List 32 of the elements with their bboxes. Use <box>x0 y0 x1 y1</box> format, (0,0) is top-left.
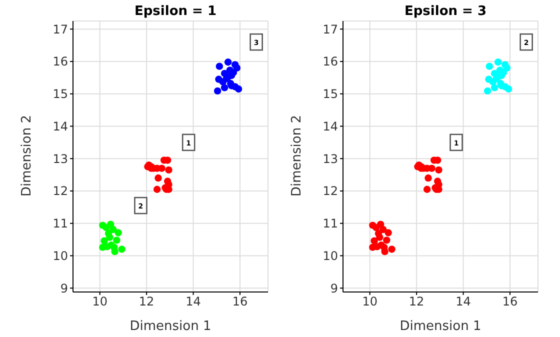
y-tick-label: 12 <box>322 184 338 198</box>
y-tick-label: 12 <box>52 184 68 198</box>
chart-title: Epsilon = 1 <box>133 4 218 20</box>
y-tick-label: 16 <box>52 54 68 69</box>
y-tick-label: 9 <box>60 281 68 296</box>
x-tick-label: 10 <box>362 294 378 309</box>
y-axis-title: Dimension 2 <box>290 114 305 196</box>
x-tick-label: 12 <box>138 294 154 309</box>
x-tick-label: 14 <box>456 294 471 309</box>
y-tick-label: 9 <box>330 281 338 296</box>
x-axis-title: Dimension 1 <box>400 319 482 334</box>
y-tick-label: 17 <box>322 22 338 36</box>
x-tick-label: 12 <box>408 294 424 309</box>
y-tick-label: 13 <box>322 152 338 166</box>
x-tick-label: 16 <box>502 294 518 309</box>
y-tick-label: 13 <box>52 152 68 166</box>
y-tick-label: 16 <box>322 54 338 69</box>
y-axis-title: Dimension 2 <box>20 114 35 196</box>
y-tick-label: 15 <box>52 87 68 102</box>
y-tick-label: 14 <box>322 119 338 134</box>
y-tick-label: 15 <box>322 87 338 102</box>
y-tick-label: 14 <box>52 119 68 134</box>
x-tick-label: 16 <box>232 294 248 309</box>
y-tick-label: 17 <box>52 22 68 36</box>
y-tick-label: 10 <box>322 248 338 263</box>
x-axis-title: Dimension 1 <box>130 319 212 334</box>
y-tick-label: 11 <box>52 216 68 231</box>
chart-title: Epsilon = 3 <box>403 4 488 20</box>
y-tick-label: 11 <box>322 216 338 231</box>
y-tick-label: 10 <box>52 248 68 263</box>
x-tick-label: 10 <box>92 294 108 309</box>
x-tick-label: 14 <box>186 294 201 309</box>
